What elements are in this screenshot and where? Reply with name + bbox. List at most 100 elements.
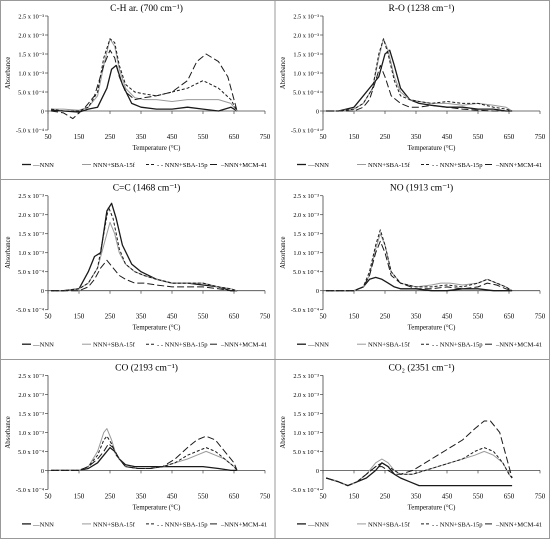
legend-label: –NNN+MCM-41	[220, 521, 267, 528]
y-axis-title: Absorbance	[5, 416, 12, 448]
x-tick-label: 350	[136, 133, 147, 141]
y-axis-title: Absorbance	[280, 236, 287, 268]
series-line-nnn-mcm-41	[51, 435, 238, 471]
x-tick-label: 250	[105, 492, 116, 500]
series-line-nnn-mcm-41	[326, 64, 513, 112]
y-tick-label: 1.5 x 10⁻³	[18, 52, 44, 59]
chart-panel-6: CO₂ (2351 cm⁻¹) -5.0 x 10⁻⁴ 0 5.0 x 10⁻⁴ 1.0…	[280, 362, 546, 528]
series-line-nnn-sba-15p	[325, 447, 513, 487]
chart-title: R-O (1238 cm⁻¹)	[389, 3, 455, 14]
x-tick-label: 450	[167, 313, 178, 321]
series-line-nnn-sba-15f	[51, 38, 238, 112]
x-axis-title: Temperature (°C)	[408, 504, 456, 511]
y-tick-label: -5.0 x 10⁻⁴	[291, 128, 320, 135]
series-line-nnn-sba-15f	[326, 233, 513, 292]
legend-label: —NNN	[32, 342, 54, 349]
y-tick-label: 2.5 x 10⁻³	[18, 373, 44, 380]
chart-title: C-H ar. (700 cm⁻¹)	[110, 3, 183, 14]
x-tick-label: 750	[535, 313, 546, 321]
y-tick-label: 1.5 x 10⁻³	[18, 231, 44, 238]
x-tick-label: 250	[380, 133, 391, 141]
series-line-nnn-mcm-41	[326, 240, 513, 292]
y-tick-label: 1.0 x 10⁻³	[18, 71, 44, 78]
x-tick-label: 250	[105, 133, 116, 141]
x-axis-title: Temperature (°C)	[133, 504, 181, 511]
series-line-nnn-sba-15f	[51, 428, 238, 471]
x-tick-label: 550	[473, 133, 484, 141]
x-tick-label: 250	[380, 492, 391, 500]
x-tick-label: 150	[74, 313, 85, 321]
series-line-nnn-sba-15f	[51, 221, 238, 292]
y-tick-label: 2.0 x 10⁻³	[18, 33, 44, 40]
y-tick-label: 2.5 x 10⁻³	[293, 14, 319, 21]
legend-label: - - NNN+SBA-15p	[432, 521, 483, 528]
y-tick-label: 5.0 x 10⁻⁴	[293, 269, 320, 276]
x-tick-label: 550	[198, 313, 209, 321]
y-axis-title: Absorbance	[280, 57, 287, 89]
y-tick-label: 2.0 x 10⁻³	[293, 392, 319, 399]
y-tick-label: 0	[41, 109, 44, 116]
legend-label: NNN+SBA-15f	[368, 162, 411, 169]
legend-label: NNN+SBA-15f	[93, 162, 136, 169]
x-tick-label: 650	[229, 313, 240, 321]
chart-panel-4: NO (1913 cm⁻¹) -5.0 x 10⁻⁴ 0 5.0 x 10⁻⁴ 1.0 …	[280, 183, 546, 349]
x-tick-label: 650	[504, 313, 515, 321]
y-tick-label: 0	[41, 468, 44, 475]
legend-label: —NNN	[32, 521, 54, 528]
y-tick-label: 1.0 x 10⁻³	[293, 430, 319, 437]
legend-label: - - NNN+SBA-15p	[157, 162, 208, 169]
legend-label: NNN+SBA-15f	[368, 521, 411, 528]
chart-panel-2: R-O (1238 cm⁻¹) -5.0 x 10⁻⁴ 0 5.0 x 10⁻⁴ 1.0…	[280, 3, 546, 169]
x-tick-label: 750	[535, 492, 546, 500]
x-tick-label: 350	[411, 492, 422, 500]
y-tick-label: 1.5 x 10⁻³	[293, 52, 319, 59]
legend-label: –NNN+MCM-41	[220, 342, 267, 349]
legend-label: - - NNN+SBA-15p	[432, 342, 483, 349]
legend-label: —NNN	[307, 521, 329, 528]
y-tick-label: 5.0 x 10⁻⁴	[18, 449, 45, 456]
legend-label: —NNN	[307, 342, 329, 349]
chart-panel-5: CO (2193 cm⁻¹) -5.0 x 10⁻⁴ 0 5.0 x 10⁻⁴ 1.0 …	[5, 362, 271, 528]
x-tick-label: 750	[260, 133, 271, 141]
series-line-nnn-mcm-41	[325, 420, 513, 487]
legend-label: –NNN+MCM-41	[495, 162, 542, 169]
y-tick-label: 5.0 x 10⁻⁴	[293, 449, 320, 456]
x-tick-label: 150	[349, 492, 360, 500]
series-line-nnn	[51, 202, 238, 292]
y-tick-label: 1.0 x 10⁻³	[293, 71, 319, 78]
series-line-nnn-sba-15f	[325, 450, 513, 487]
y-tick-label: 1.5 x 10⁻³	[293, 231, 319, 238]
series-line-nnn-sba-15p	[326, 229, 513, 292]
y-tick-label: 0	[41, 288, 44, 295]
series-line-nnn-sba-15p	[51, 38, 238, 112]
legend: —NNN NNN+SBA-15f - - NNN+SBA-15p –NNN+MCM-4…	[297, 342, 542, 349]
series-line-nnn	[326, 49, 513, 112]
series-line-nnn-sba-15p	[51, 435, 238, 471]
legend-label: —NNN	[32, 162, 54, 169]
x-tick-label: 550	[473, 313, 484, 321]
x-tick-label: 50	[45, 133, 53, 141]
x-tick-label: 150	[74, 133, 85, 141]
x-tick-label: 250	[380, 313, 391, 321]
legend-label: –NNN+MCM-41	[220, 162, 267, 169]
x-tick-label: 450	[442, 313, 453, 321]
y-tick-label: 1.0 x 10⁻³	[293, 250, 319, 257]
x-tick-label: 150	[349, 133, 360, 141]
x-axis-title: Temperature (°C)	[133, 145, 181, 152]
x-tick-label: 150	[74, 492, 85, 500]
legend: —NNN NNN+SBA-15f - - NNN+SBA-15p –NNN+MCM-4…	[22, 342, 267, 349]
y-tick-label: -5.0 x 10⁻⁴	[291, 487, 320, 494]
x-tick-label: 450	[167, 492, 178, 500]
series-line-nnn-sba-15p	[51, 206, 238, 292]
y-tick-label: 2.5 x 10⁻³	[293, 193, 319, 200]
x-tick-label: 650	[504, 492, 515, 500]
y-tick-label: 0	[316, 109, 319, 116]
y-tick-label: -5.0 x 10⁻⁴	[291, 307, 320, 314]
y-tick-label: -5.0 x 10⁻⁴	[16, 128, 45, 135]
y-tick-label: 1.0 x 10⁻³	[18, 430, 44, 437]
x-tick-label: 50	[45, 492, 53, 500]
y-tick-label: 5.0 x 10⁻⁴	[18, 269, 45, 276]
y-tick-label: 2.5 x 10⁻³	[293, 373, 319, 380]
